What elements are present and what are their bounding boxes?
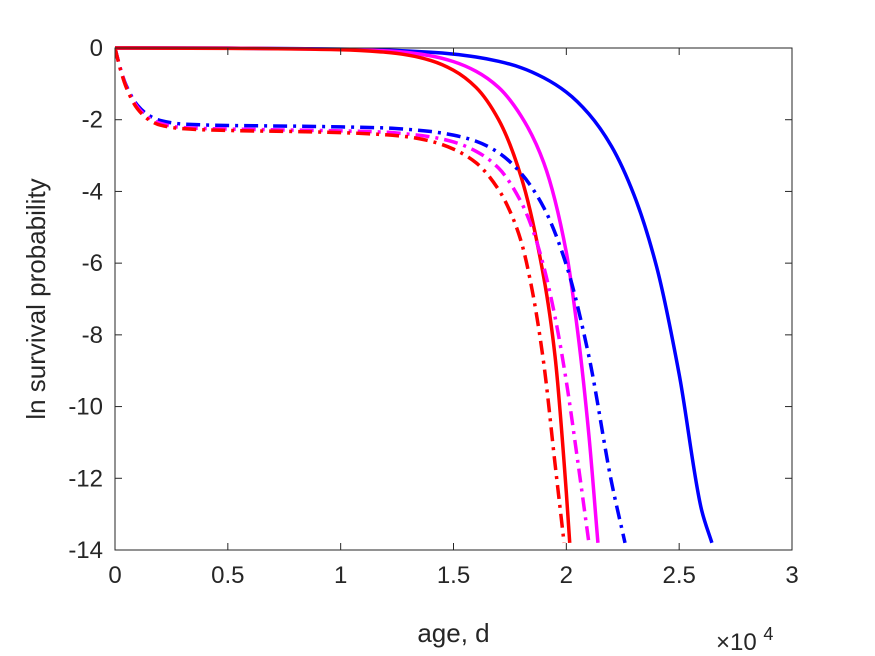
x-axis-label: age, d: [417, 618, 489, 648]
y-axis-label: ln survival probability: [21, 178, 51, 419]
x-tick-label: 3: [785, 562, 798, 589]
series-line-dashdot-4: [115, 47, 591, 544]
y-tick-label: -6: [82, 250, 103, 277]
series-line-solid-2: [115, 46, 572, 543]
x-tick-label: 1.5: [437, 562, 470, 589]
y-tick-label: -12: [68, 465, 103, 492]
x-tick-label: 0: [108, 562, 121, 589]
series-line-dashdot-5: [115, 47, 566, 544]
ticks-layer: 0 0.5 1 1.5 2 2.5 3 0 -2 -4 -6 -8 -10 -12 -14: [68, 35, 798, 589]
x-tick-label: 1: [334, 562, 347, 589]
x-axis-multiplier-base: ×10: [716, 629, 757, 656]
x-tick-label: 2: [560, 562, 573, 589]
y-tick-label: -2: [82, 107, 103, 134]
x-axis-multiplier-exponent: 4: [763, 624, 773, 644]
x-axis-multiplier: ×10 4: [716, 624, 773, 656]
y-tick-label: 0: [90, 35, 103, 62]
y-tick-label: -4: [82, 178, 103, 205]
x-tick-label: 0.5: [211, 562, 244, 589]
x-tick-label: 2.5: [662, 562, 695, 589]
y-tick-label: -8: [82, 322, 103, 349]
y-tick-label: -14: [68, 537, 103, 564]
y-tick-label: -10: [68, 394, 103, 421]
